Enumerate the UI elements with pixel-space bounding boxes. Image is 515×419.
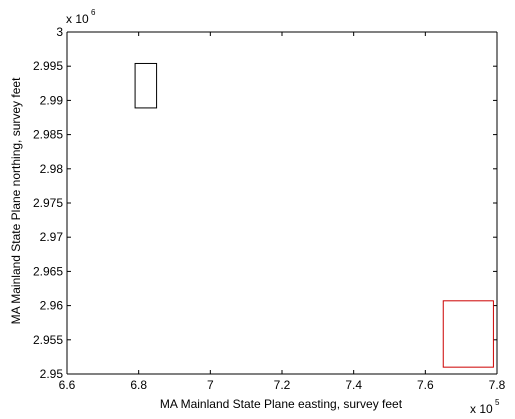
x-tick-label: 7.8 (489, 378, 506, 392)
y-tick-label: 2.965 (33, 264, 63, 278)
x-tick-label: 6.8 (130, 378, 147, 392)
plot-area (66, 31, 498, 375)
data-rectangle (134, 62, 158, 109)
y-tick-label: 2.985 (33, 128, 63, 142)
data-rectangles (134, 62, 494, 368)
y-axis-label: MA Mainland State Plane northing, survey… (9, 77, 23, 324)
x-ticks: 6.6 6.8 7 7.2 7.4 7.6 7.8 (59, 32, 506, 392)
y-ticks: 2.95 2.955 2.96 2.965 2.97 2.975 2.98 2.985 2.99… (33, 25, 497, 381)
y-tick-label: 2.995 (33, 59, 63, 73)
y-tick-label: 2.95 (40, 367, 64, 381)
data-rectangle (442, 300, 494, 368)
x-tick-label: 7 (207, 378, 214, 392)
x-tick-label: 7.2 (274, 378, 291, 392)
x-tick-label: 7.4 (345, 378, 362, 392)
x-multiplier-power: 5 (495, 398, 500, 407)
y-tick-label: 3 (56, 25, 63, 39)
x-tick-label: 6.6 (59, 378, 76, 392)
y-tick-label: 2.96 (40, 299, 64, 313)
y-multiplier-base: x 10 (66, 12, 89, 26)
y-axis-multiplier: x 10 6 (66, 8, 96, 26)
y-tick-label: 2.99 (40, 93, 64, 107)
x-axis-multiplier: x 10 5 (470, 398, 500, 416)
x-axis-label: MA Mainland State Plane easting, survey … (160, 397, 403, 411)
y-tick-label: 2.955 (33, 333, 63, 347)
x-multiplier-base: x 10 (470, 402, 493, 416)
y-tick-label: 2.975 (33, 196, 63, 210)
y-tick-label: 2.98 (40, 162, 64, 176)
y-multiplier-power: 6 (91, 8, 96, 17)
x-tick-label: 7.6 (417, 378, 434, 392)
y-tick-label: 2.97 (40, 230, 64, 244)
